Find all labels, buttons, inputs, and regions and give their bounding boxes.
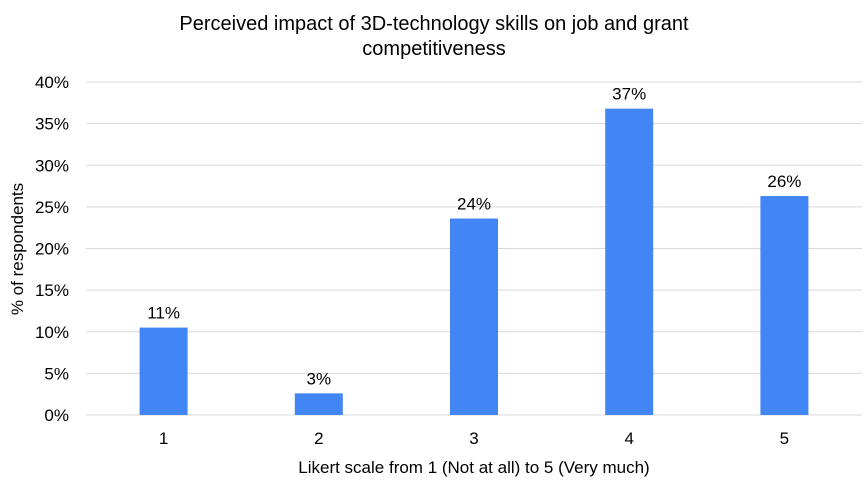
y-axis-label: % of respondents xyxy=(8,183,27,315)
data-label: 3% xyxy=(307,369,332,388)
x-tick-label: 5 xyxy=(780,429,789,448)
x-tick-label: 2 xyxy=(314,429,323,448)
y-axis-ticks: 0% 5% 10% 15% 20% 25% 30% 35% 40% xyxy=(35,73,69,425)
bar-2 xyxy=(294,393,343,415)
bar-4 xyxy=(605,108,654,415)
bar-1 xyxy=(139,327,188,415)
data-label: 26% xyxy=(767,172,801,191)
data-label: 24% xyxy=(457,195,491,214)
x-axis-ticks: 1 2 3 4 5 xyxy=(159,429,789,448)
y-tick-label: 15% xyxy=(35,281,69,300)
x-tick-label: 1 xyxy=(159,429,168,448)
y-tick-label: 35% xyxy=(35,115,69,134)
bar-3 xyxy=(450,218,498,415)
data-label: 11% xyxy=(147,304,180,323)
chart-title-line-2: competitiveness xyxy=(362,38,505,60)
bar-5 xyxy=(760,196,809,415)
y-tick-label: 10% xyxy=(35,323,69,342)
data-label: 37% xyxy=(612,85,646,104)
bars xyxy=(139,108,809,415)
x-tick-label: 3 xyxy=(469,429,478,448)
y-tick-label: 40% xyxy=(35,73,69,92)
x-axis-label: Likert scale from 1 (Not at all) to 5 (V… xyxy=(298,458,649,477)
y-tick-label: 5% xyxy=(44,364,69,383)
y-tick-label: 25% xyxy=(35,198,69,217)
data-labels: 11% 3% 24% 37% 26% xyxy=(147,85,801,389)
y-tick-label: 20% xyxy=(35,240,69,259)
chart-title-line-1: Perceived impact of 3D-technology skills… xyxy=(179,13,689,35)
x-tick-label: 4 xyxy=(624,429,633,448)
y-tick-label: 30% xyxy=(35,156,69,175)
y-tick-label: 0% xyxy=(44,406,69,425)
